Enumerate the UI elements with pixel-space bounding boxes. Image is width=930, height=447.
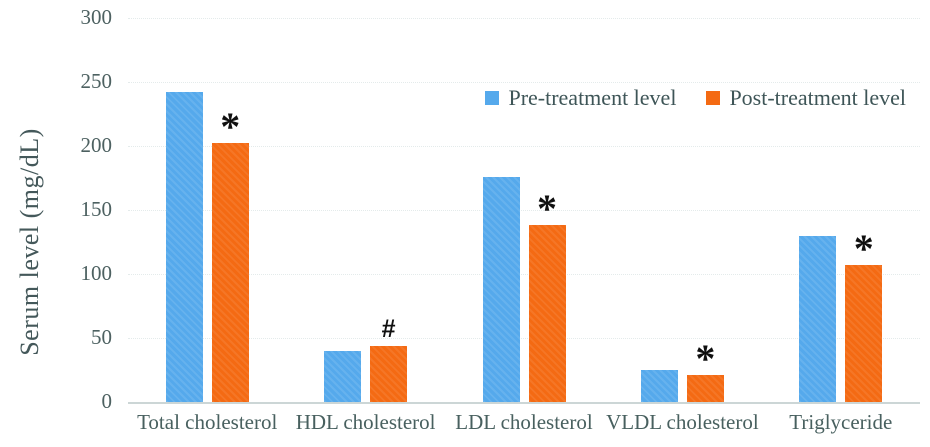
category-label-5: Triglyceride xyxy=(789,410,893,434)
y-tick-label-300: 300 xyxy=(80,4,113,29)
gridline-300 xyxy=(128,18,920,19)
significance-marker-1: * xyxy=(220,104,241,150)
bar-post-treatment-5 xyxy=(845,265,883,402)
gridline-150 xyxy=(128,210,920,211)
legend: Pre-treatment level Post-treatment level xyxy=(485,85,906,111)
bar-post-treatment-4 xyxy=(686,375,724,402)
significance-marker-2: # xyxy=(381,314,396,343)
y-axis-title: Serum level (mg/dL) xyxy=(15,128,44,356)
y-tick-label-0: 0 xyxy=(101,388,113,413)
bar-pre-treatment-2 xyxy=(324,350,362,402)
category-label-4: VLDL cholesterol xyxy=(606,410,759,434)
y-tick-label-50: 50 xyxy=(91,324,112,349)
category-label-2: HDL cholesterol xyxy=(295,410,436,434)
legend-swatch-icon xyxy=(485,91,500,105)
category-label-1: Total cholesterol xyxy=(137,410,278,434)
legend-item-1: Pre-treatment level xyxy=(485,85,676,111)
bar-post-treatment-2 xyxy=(370,345,408,402)
y-tick-label-250: 250 xyxy=(80,68,113,93)
y-tick-label-150: 150 xyxy=(80,196,113,221)
bar-post-treatment-1 xyxy=(211,143,249,402)
x-axis-baseline xyxy=(128,402,920,404)
bar-pre-treatment-1 xyxy=(165,92,203,402)
gridline-200 xyxy=(128,146,920,147)
significance-marker-5: * xyxy=(853,226,874,272)
bar-post-treatment-3 xyxy=(528,225,566,402)
bar-pre-treatment-3 xyxy=(482,176,520,402)
significance-marker-3: * xyxy=(537,186,557,232)
gridline-250 xyxy=(128,82,920,83)
gridline-100 xyxy=(128,274,920,275)
legend-swatch-icon xyxy=(706,91,721,105)
legend-item-2: Post-treatment level xyxy=(706,85,906,111)
bar-pre-treatment-4 xyxy=(640,370,678,402)
category-label-3: LDL cholesterol xyxy=(455,410,593,434)
legend-label: Post-treatment level xyxy=(729,85,906,110)
legend-label: Pre-treatment level xyxy=(508,85,677,110)
y-tick-label-200: 200 xyxy=(80,132,113,157)
significance-marker-4: * xyxy=(695,336,716,382)
y-tick-label-100: 100 xyxy=(80,260,113,285)
gridline-50 xyxy=(128,338,920,339)
bar-pre-treatment-5 xyxy=(799,235,837,402)
